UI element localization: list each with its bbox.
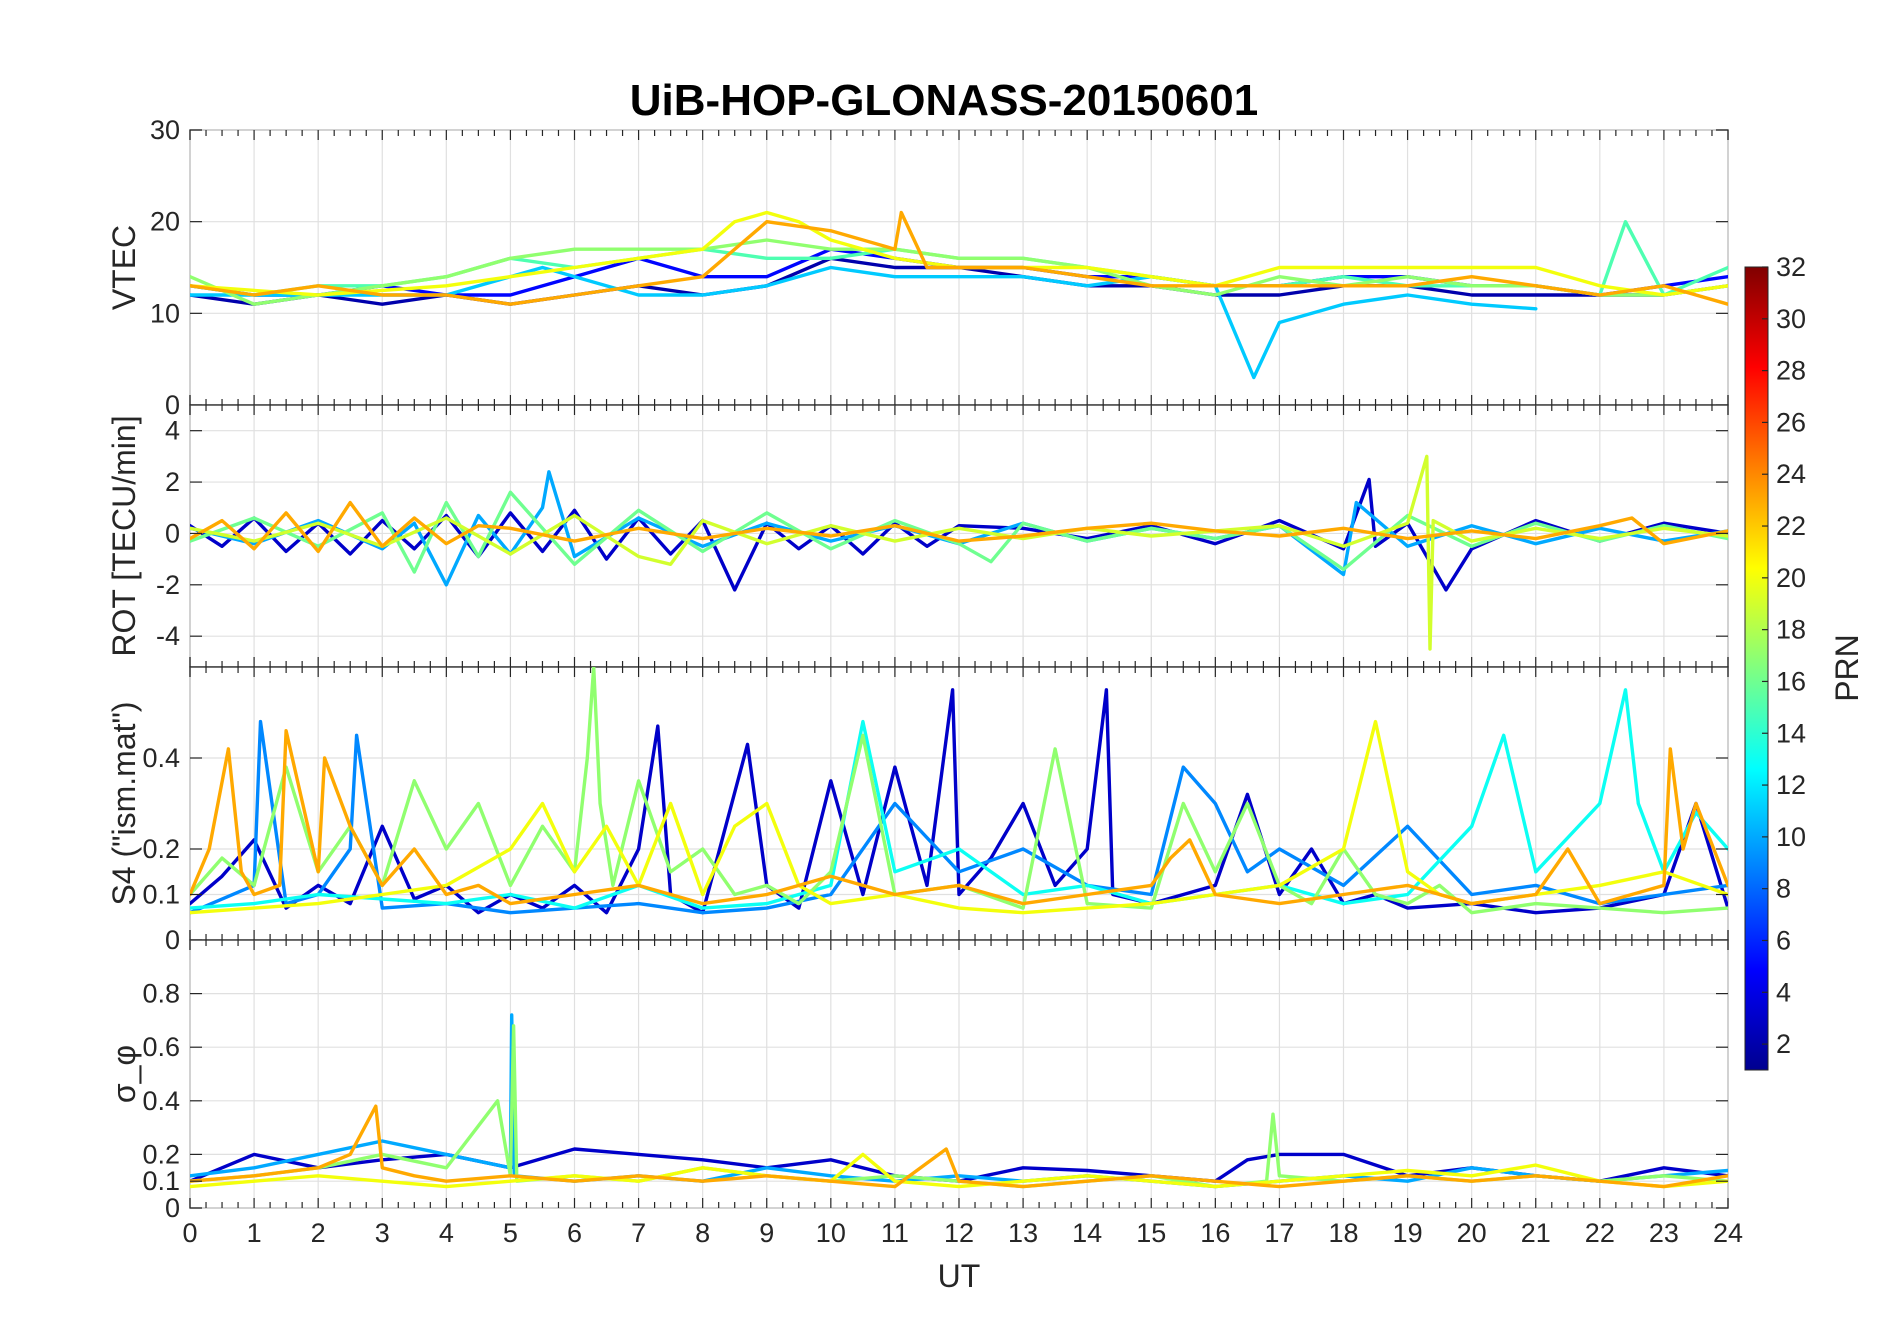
sigma_phi-series-group xyxy=(190,1013,1728,1189)
colorbar-tick-label: 4 xyxy=(1776,977,1791,1007)
colorbar-tick-label: 24 xyxy=(1776,459,1806,489)
colorbar-tick-label: 2 xyxy=(1776,1029,1791,1059)
x-tick-label: 22 xyxy=(1585,1218,1615,1248)
s4-y-tick-label: 0.2 xyxy=(142,834,180,864)
colorbar-tick-label: 30 xyxy=(1776,304,1806,334)
colorbar-tick-label: 16 xyxy=(1776,666,1806,696)
x-tick-label: 11 xyxy=(881,1218,909,1248)
colorbar-tick-label: 6 xyxy=(1776,925,1791,955)
colorbar-label: PRN xyxy=(1829,634,1865,702)
s4-series-prn-20 xyxy=(190,719,1728,915)
x-tick-label: 23 xyxy=(1649,1218,1679,1248)
vtec-series-prn-11 xyxy=(190,265,1538,380)
s4-y-tick-label: 0.1 xyxy=(142,880,180,910)
colorbar-tick-label: 18 xyxy=(1776,615,1806,645)
x-tick-label: 16 xyxy=(1200,1218,1230,1248)
x-tick-label: 8 xyxy=(695,1218,710,1248)
rot-series-prn-23 xyxy=(190,500,1728,554)
rot-y-axis-label: ROT [TECU/min] xyxy=(106,415,142,656)
sigma_phi-y-tick-label: 0.1 xyxy=(142,1166,180,1196)
figure-title: UiB-HOP-GLONASS-20150601 xyxy=(630,76,1258,125)
s4-y-tick-label: 0 xyxy=(165,925,180,955)
x-tick-label: 18 xyxy=(1328,1218,1358,1248)
colorbar-tick-label: 26 xyxy=(1776,407,1806,437)
sigma_phi-y-tick-label: 0.6 xyxy=(142,1032,180,1062)
colorbar-tick-label: 12 xyxy=(1776,770,1806,800)
panel-s4: 0 0.1 0.2 0.4S4 ("ism.mat") xyxy=(106,666,1729,955)
s4-series-prn-23 xyxy=(190,729,1728,906)
colorbar-tick-label: 8 xyxy=(1776,874,1791,904)
x-tick-label: 15 xyxy=(1136,1218,1166,1248)
sigma_phi-y-tick-label: 0.4 xyxy=(142,1086,180,1116)
colorbar-tick-label: 22 xyxy=(1776,511,1806,541)
x-tick-label: 24 xyxy=(1713,1218,1743,1248)
x-axis-label: UT xyxy=(938,1258,981,1294)
x-tick-label: 6 xyxy=(567,1218,582,1248)
rot-y-tick-label: 0 xyxy=(165,518,180,548)
rot-series-prn-19 xyxy=(190,454,1728,651)
vtec-y-tick-label: 0 xyxy=(165,390,180,420)
x-tick-label: 12 xyxy=(944,1218,974,1248)
x-axis-tick-labels: 0 1 2 3 4 5 6 7 8 9 10 11 12 13 14 15 16 17 18 19 20 21 22 23 24 xyxy=(182,1218,1743,1248)
x-tick-label: 14 xyxy=(1072,1218,1102,1248)
x-tick-label: 5 xyxy=(503,1218,518,1248)
vtec-series-prn-23 xyxy=(190,210,1728,306)
s4-y-axis-label: S4 ("ism.mat") xyxy=(106,701,142,905)
vtec-y-tick-label: 30 xyxy=(150,115,180,145)
colorbar-tick-label: 10 xyxy=(1776,822,1806,852)
rot-y-tick-label: 2 xyxy=(165,467,180,497)
x-tick-label: 17 xyxy=(1264,1218,1294,1248)
sigma_phi-series-prn-20 xyxy=(190,1152,1728,1189)
s4-series-prn-17 xyxy=(190,667,1728,915)
rot-y-tick-label: 4 xyxy=(165,416,180,446)
vtec-series-prn-17 xyxy=(190,238,1728,306)
colorbar-tick-label: 20 xyxy=(1776,563,1806,593)
rot-series-group xyxy=(190,454,1728,651)
x-tick-label: 0 xyxy=(182,1218,197,1248)
vtec-y-tick-label: 10 xyxy=(150,298,180,328)
vtec-y-tick-label: 20 xyxy=(150,207,180,237)
sigma_phi-y-tick-label: 0.8 xyxy=(142,979,180,1009)
x-tick-label: 19 xyxy=(1393,1218,1423,1248)
colorbar-scale xyxy=(1744,266,1769,1071)
panel-rot: -4 -2 0 2 4 ROT [TECU/min] xyxy=(106,404,1729,668)
rot-y-tick-label: -2 xyxy=(156,570,180,600)
x-tick-label: 2 xyxy=(311,1218,326,1248)
s4-series-prn-9 xyxy=(190,719,1728,915)
rot-y-tick-label: -4 xyxy=(156,621,180,651)
x-tick-label: 1 xyxy=(247,1218,262,1248)
x-tick-label: 13 xyxy=(1008,1218,1038,1248)
sigma_phi-y-tick-label: 0 xyxy=(165,1193,180,1223)
x-tick-label: 9 xyxy=(759,1218,774,1248)
x-tick-label: 4 xyxy=(439,1218,454,1248)
x-tick-label: 10 xyxy=(816,1218,846,1248)
x-tick-label: 20 xyxy=(1457,1218,1487,1248)
vtec-series-group xyxy=(190,210,1728,380)
colorbar-tick-label: 14 xyxy=(1776,718,1806,748)
colorbar-tick-label: 28 xyxy=(1776,356,1806,386)
s4-y-tick-label: 0.4 xyxy=(142,743,180,773)
s4-series-group xyxy=(190,667,1728,915)
colorbar-tick-label: 32 xyxy=(1776,252,1806,282)
sigma_phi-series-prn-23 xyxy=(190,1104,1728,1189)
panel-vtec: 0 10 20 30 VTEC xyxy=(106,115,1729,420)
sigma_phi-y-tick-label: 0.2 xyxy=(142,1139,180,1169)
x-tick-label: 3 xyxy=(375,1218,390,1248)
x-tick-label: 7 xyxy=(631,1218,646,1248)
vtec-y-axis-label: VTEC xyxy=(106,225,142,310)
x-tick-label: 21 xyxy=(1521,1218,1551,1248)
sigma_phi-y-axis-label: σ_φ xyxy=(106,1045,142,1103)
panel-sigma_phi: 00.10.2 0.4 0.6 0.8 σ_φ xyxy=(106,939,1729,1223)
